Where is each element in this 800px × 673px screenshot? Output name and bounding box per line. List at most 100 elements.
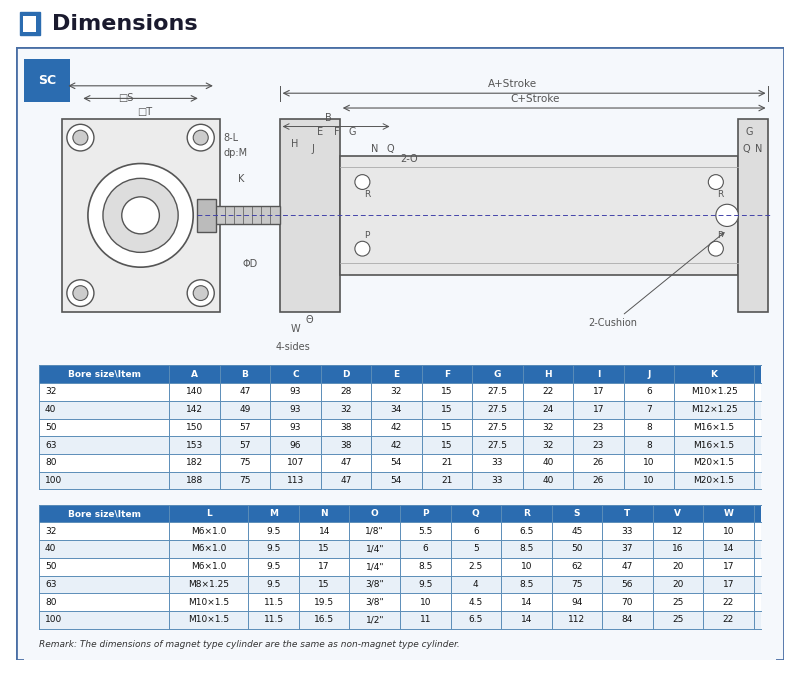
Text: 4-sides: 4-sides — [276, 342, 310, 352]
Text: 8: 8 — [646, 441, 652, 450]
Text: 96: 96 — [290, 441, 301, 450]
Text: 17: 17 — [722, 562, 734, 571]
Text: Q: Q — [386, 145, 394, 154]
Text: 49: 49 — [239, 405, 250, 414]
Text: F: F — [444, 369, 450, 379]
Text: 15: 15 — [441, 423, 453, 432]
Text: 19.5: 19.5 — [314, 598, 334, 606]
Text: 153: 153 — [186, 441, 203, 450]
Text: M10×1.25: M10×1.25 — [690, 388, 738, 396]
Text: N: N — [320, 509, 328, 518]
Text: 6: 6 — [646, 388, 652, 396]
Text: G: G — [494, 369, 501, 379]
Text: K: K — [710, 369, 718, 379]
Text: 94: 94 — [571, 598, 582, 606]
Text: 9.5: 9.5 — [266, 562, 281, 571]
Text: A: A — [190, 369, 198, 379]
Circle shape — [67, 280, 94, 306]
Text: 75: 75 — [239, 476, 250, 485]
Text: M16×1.5: M16×1.5 — [694, 441, 734, 450]
Circle shape — [103, 178, 178, 252]
Text: 63: 63 — [45, 441, 57, 450]
Text: 1/4": 1/4" — [366, 544, 384, 553]
Text: 47: 47 — [622, 562, 633, 571]
Text: 9.5: 9.5 — [266, 580, 281, 589]
Text: 11: 11 — [419, 615, 431, 625]
Text: 21: 21 — [442, 458, 453, 467]
Text: 16.5: 16.5 — [314, 615, 334, 625]
Text: D: D — [342, 369, 350, 379]
Text: M6×1.0: M6×1.0 — [191, 562, 226, 571]
Text: 182: 182 — [186, 458, 203, 467]
Text: 32: 32 — [45, 388, 57, 396]
Text: 188: 188 — [186, 476, 203, 485]
Text: H: H — [291, 139, 298, 149]
Text: E: E — [318, 127, 323, 137]
Text: 10: 10 — [419, 598, 431, 606]
Text: 32: 32 — [45, 527, 57, 536]
Text: 6: 6 — [422, 544, 428, 553]
Text: 20: 20 — [672, 562, 684, 571]
Text: 70: 70 — [622, 598, 633, 606]
Text: 93: 93 — [290, 405, 301, 414]
Text: 38: 38 — [340, 423, 352, 432]
Text: 5.5: 5.5 — [418, 527, 433, 536]
Text: 27.5: 27.5 — [487, 423, 507, 432]
Text: 22: 22 — [542, 388, 554, 396]
Circle shape — [708, 242, 723, 256]
Text: S: S — [574, 509, 580, 518]
Text: 84: 84 — [622, 615, 633, 625]
Text: 8.5: 8.5 — [519, 544, 534, 553]
Text: 21: 21 — [442, 476, 453, 485]
Text: 22: 22 — [723, 598, 734, 606]
Text: 7: 7 — [646, 405, 652, 414]
Text: 56: 56 — [622, 580, 633, 589]
Text: 23: 23 — [593, 423, 604, 432]
Text: 40: 40 — [45, 544, 57, 553]
Text: N: N — [755, 145, 762, 154]
FancyBboxPatch shape — [39, 522, 761, 540]
FancyBboxPatch shape — [39, 365, 761, 383]
Circle shape — [194, 285, 208, 300]
Text: Dimensions: Dimensions — [52, 13, 198, 34]
Text: R: R — [364, 190, 370, 199]
Text: 8.5: 8.5 — [418, 562, 433, 571]
Text: 100: 100 — [45, 615, 62, 625]
Text: 6.5: 6.5 — [469, 615, 483, 625]
Text: 32: 32 — [390, 388, 402, 396]
Text: M8×1.25: M8×1.25 — [188, 580, 229, 589]
Text: 107: 107 — [286, 458, 304, 467]
Text: M20×1.5: M20×1.5 — [694, 476, 734, 485]
Text: 33: 33 — [622, 527, 633, 536]
FancyBboxPatch shape — [24, 59, 70, 102]
Text: 100: 100 — [45, 476, 62, 485]
Text: 10: 10 — [643, 458, 655, 467]
Text: B: B — [242, 369, 248, 379]
Circle shape — [187, 125, 214, 151]
FancyBboxPatch shape — [24, 350, 776, 660]
Text: 47: 47 — [340, 476, 351, 485]
Text: C: C — [292, 369, 298, 379]
Text: 42: 42 — [390, 423, 402, 432]
Text: O: O — [371, 509, 378, 518]
Text: M12×1.25: M12×1.25 — [690, 405, 738, 414]
Circle shape — [716, 205, 738, 226]
Text: 9.5: 9.5 — [266, 544, 281, 553]
Text: M10×1.5: M10×1.5 — [188, 615, 230, 625]
Text: 24: 24 — [542, 405, 554, 414]
Text: 15: 15 — [441, 405, 453, 414]
Circle shape — [187, 280, 214, 306]
Text: P: P — [364, 231, 370, 240]
Text: dp:M: dp:M — [223, 148, 247, 158]
Text: M10×1.5: M10×1.5 — [188, 598, 230, 606]
Text: 57: 57 — [239, 441, 250, 450]
Text: 80: 80 — [45, 458, 57, 467]
Text: 20: 20 — [672, 580, 684, 589]
Text: R: R — [718, 190, 723, 199]
FancyBboxPatch shape — [280, 119, 340, 312]
Text: 1/4": 1/4" — [366, 562, 384, 571]
Text: 22: 22 — [723, 615, 734, 625]
FancyBboxPatch shape — [20, 12, 40, 35]
FancyBboxPatch shape — [62, 119, 219, 312]
Text: R: R — [523, 509, 530, 518]
